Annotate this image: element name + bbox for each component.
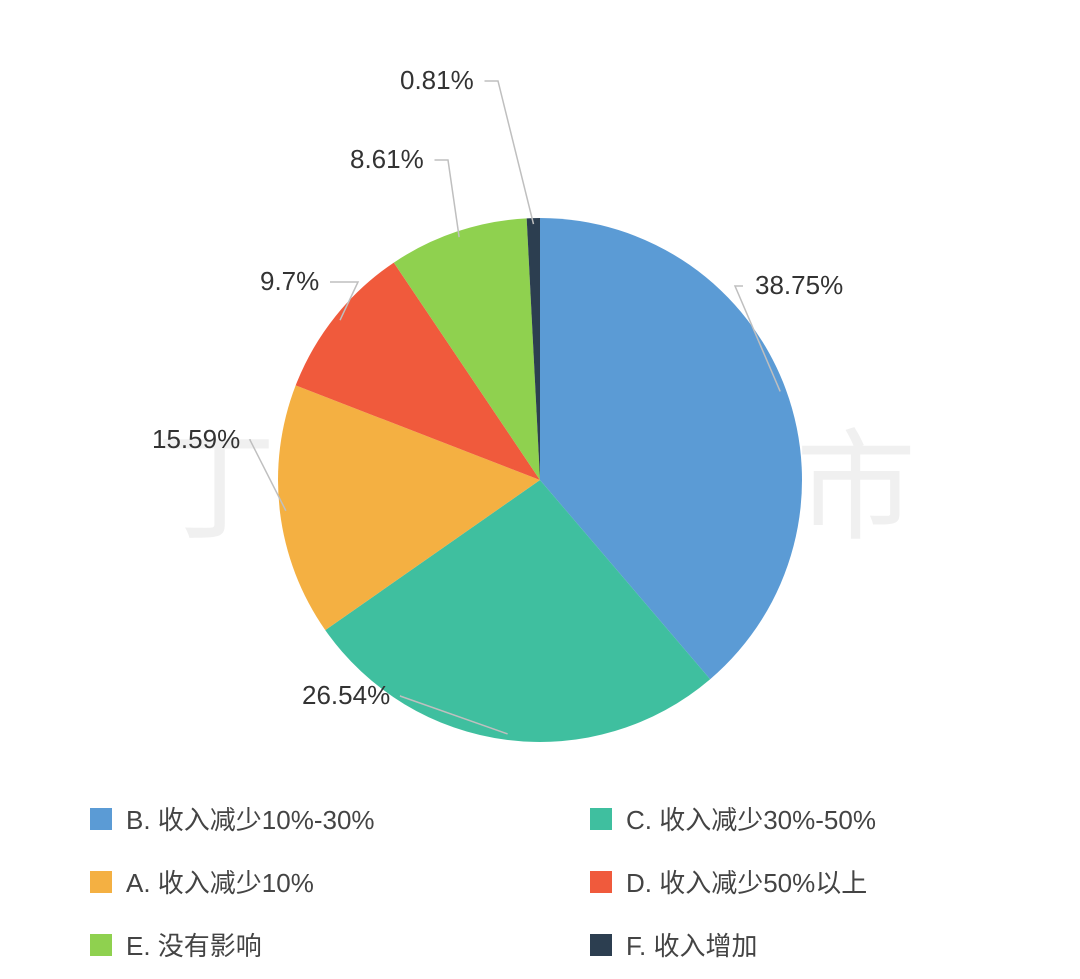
pie-chart: 38.75% 26.54% 15.59% 9.7% 8.61% 0.81% [0, 0, 1080, 780]
legend-item-F: F. 收入增加 [590, 926, 1050, 963]
legend-swatch-F [590, 934, 612, 956]
slice-label-F: 0.81% [400, 65, 474, 96]
slice-label-E: 8.61% [350, 144, 424, 175]
legend-label-E: E. 没有影响 [126, 926, 262, 963]
legend-item-E: E. 没有影响 [90, 926, 550, 963]
legend-label-B: B. 收入减少10%-30% [126, 800, 375, 837]
legend-item-B: B. 收入减少10%-30% [90, 800, 550, 837]
slice-label-A: 15.59% [152, 424, 240, 455]
legend-item-C: C. 收入减少30%-50% [590, 800, 1050, 837]
legend-item-A: A. 收入减少10% [90, 863, 550, 900]
legend-swatch-E [90, 934, 112, 956]
slice-label-D: 9.7% [260, 266, 319, 297]
legend-swatch-D [590, 871, 612, 893]
legend-label-A: A. 收入减少10% [126, 863, 314, 900]
slice-label-B: 38.75% [755, 270, 843, 301]
legend-swatch-B [90, 808, 112, 830]
legend-label-D: D. 收入减少50%以上 [626, 863, 867, 900]
legend-swatch-C [590, 808, 612, 830]
legend: B. 收入减少10%-30% C. 收入减少30%-50% A. 收入减少10% D.… [90, 800, 1050, 963]
legend-swatch-A [90, 871, 112, 893]
leader-line-F [485, 81, 534, 224]
legend-label-F: F. 收入增加 [626, 926, 757, 963]
legend-label-C: C. 收入减少30%-50% [626, 800, 876, 837]
leader-line-E [435, 160, 460, 237]
legend-item-D: D. 收入减少50%以上 [590, 863, 1050, 900]
slice-label-C: 26.54% [302, 680, 390, 711]
